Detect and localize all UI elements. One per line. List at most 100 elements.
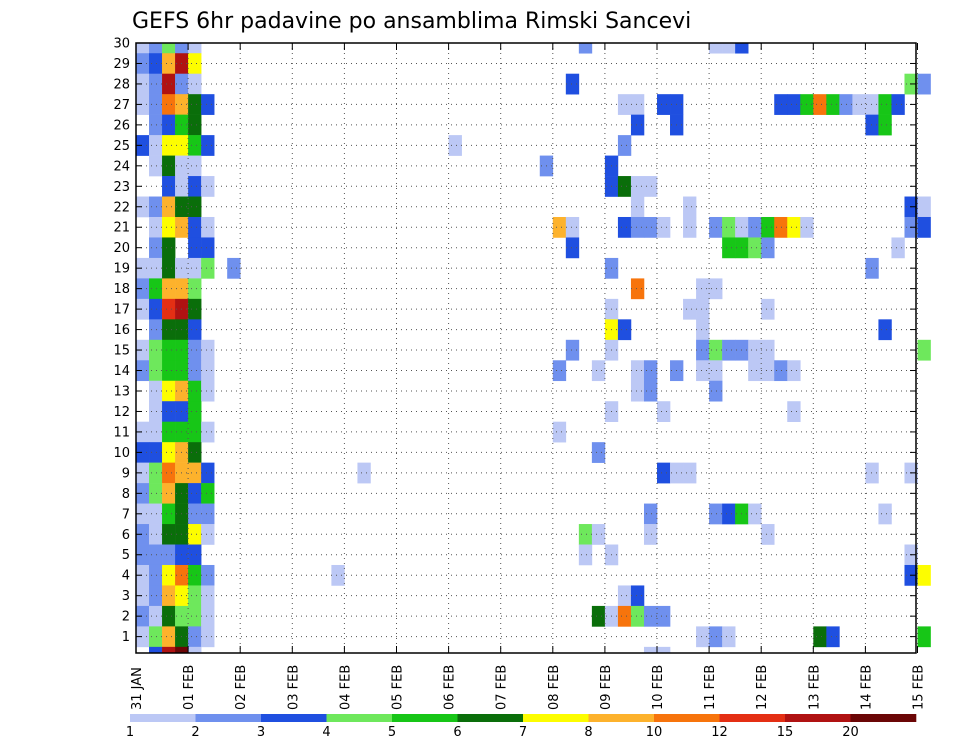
y-tick-label: 13 [113, 384, 130, 399]
heatmap-cell [630, 360, 645, 382]
heatmap-cell [201, 94, 215, 115]
heatmap-cell [552, 216, 567, 238]
heatmap-cell [162, 278, 176, 300]
colorbar-segment [130, 714, 196, 722]
heatmap-cell [761, 524, 775, 545]
heatmap-cell [761, 216, 775, 238]
colorbar-label: 12 [711, 725, 728, 740]
heatmap-cell [149, 319, 163, 341]
heatmap-cell [617, 319, 632, 341]
heatmap-cell [136, 462, 150, 484]
heatmap-cell [162, 135, 176, 156]
heatmap-cell [630, 585, 645, 607]
x-tick-label: 09 FEB [599, 665, 614, 710]
heatmap-cell [657, 646, 671, 654]
heatmap-cell [761, 298, 775, 320]
heatmap-cell [201, 216, 215, 238]
y-tick-label: 16 [113, 323, 130, 338]
heatmap-cell [917, 626, 931, 648]
heatmap-cell [162, 94, 176, 115]
heatmap-cell [617, 605, 632, 627]
heatmap-cell [188, 298, 202, 320]
colorbar-label: 3 [257, 725, 265, 740]
heatmap-cell [917, 339, 931, 361]
x-tick-label: 15 FEB [912, 665, 927, 710]
heatmap-cell [917, 73, 931, 95]
heatmap-cell [149, 462, 163, 484]
heatmap-cell [683, 462, 697, 484]
heatmap-cell [162, 544, 176, 566]
y-tick-label: 7 [122, 507, 130, 522]
heatmap-cell [722, 339, 736, 361]
heatmap-cell [448, 135, 462, 156]
heatmap-cell [643, 524, 658, 545]
y-tick-label: 12 [113, 405, 130, 420]
heatmap-cell [188, 646, 202, 654]
heatmap-cell [162, 53, 176, 74]
heatmap-cell [162, 114, 176, 136]
heatmap-cell [162, 257, 176, 279]
heatmap-cell [149, 73, 163, 95]
heatmap-cell [188, 196, 202, 218]
heatmap-cell [917, 196, 931, 218]
heatmap-cell [591, 524, 606, 545]
heatmap-cell [696, 360, 710, 382]
heatmap-cell [188, 319, 202, 341]
y-tick-label: 26 [113, 118, 130, 133]
colorbar-segment [588, 714, 655, 722]
heatmap-cell [774, 216, 788, 238]
heatmap-cell [188, 176, 202, 197]
heatmap-cell [149, 524, 163, 545]
x-tick-label: 02 FEB [234, 665, 249, 710]
colorbar: 1 2 3 4 5 6 7 8 10 12 15 20 [126, 714, 917, 740]
heatmap-cell [617, 216, 632, 238]
y-tick-label: 27 [113, 98, 130, 113]
heatmap-cell [201, 564, 215, 586]
colorbar-segment [654, 714, 720, 722]
heatmap-cell [188, 216, 202, 238]
heatmap-cell [162, 421, 176, 443]
heatmap-cell [683, 196, 697, 218]
heatmap-cell [722, 43, 736, 54]
heatmap-cell [709, 380, 723, 402]
heatmap-cell [787, 401, 801, 422]
heatmap-cell [865, 257, 879, 279]
colorbar-segment [523, 714, 589, 722]
heatmap-cell [188, 73, 202, 95]
heatmap-cell [136, 278, 150, 300]
colorbar-label: 8 [584, 725, 592, 740]
heatmap-cell [162, 43, 176, 54]
heatmap-cell [162, 605, 176, 627]
heatmap-cell [591, 442, 606, 463]
y-tick-label: 17 [113, 303, 130, 318]
heatmap-cell [630, 196, 645, 218]
heatmap-cell [136, 360, 150, 382]
heatmap-cell [188, 155, 202, 177]
heatmap-cell [188, 135, 202, 156]
x-tick-label: 04 FEB [338, 665, 353, 710]
heatmap-cell [162, 585, 176, 607]
heatmap-cell [136, 544, 150, 566]
x-tick-label: 05 FEB [391, 665, 406, 710]
heatmap-cell [630, 380, 645, 402]
heatmap-cell [136, 421, 150, 443]
heatmap-cell [162, 380, 176, 402]
heatmap-cell [149, 503, 163, 525]
heatmap-cell [162, 564, 176, 586]
heatmap-cell [136, 626, 150, 648]
colorbar-segment [261, 714, 327, 722]
plot-frame [135, 42, 917, 654]
heatmap-cell [149, 298, 163, 320]
heatmap-cell [657, 94, 671, 115]
y-tick-label: 14 [113, 364, 130, 379]
heatmap-cell [657, 462, 671, 484]
heatmap-cell [578, 43, 593, 54]
heatmap-cell [878, 503, 892, 525]
heatmap-cell [630, 94, 645, 115]
heatmap-cell [149, 401, 163, 422]
heatmap-cell [188, 257, 202, 279]
y-tick-label: 4 [122, 569, 130, 584]
heatmap-cell [201, 421, 215, 443]
heatmap-cell [188, 360, 202, 382]
x-tick-label: 08 FEB [547, 665, 562, 710]
